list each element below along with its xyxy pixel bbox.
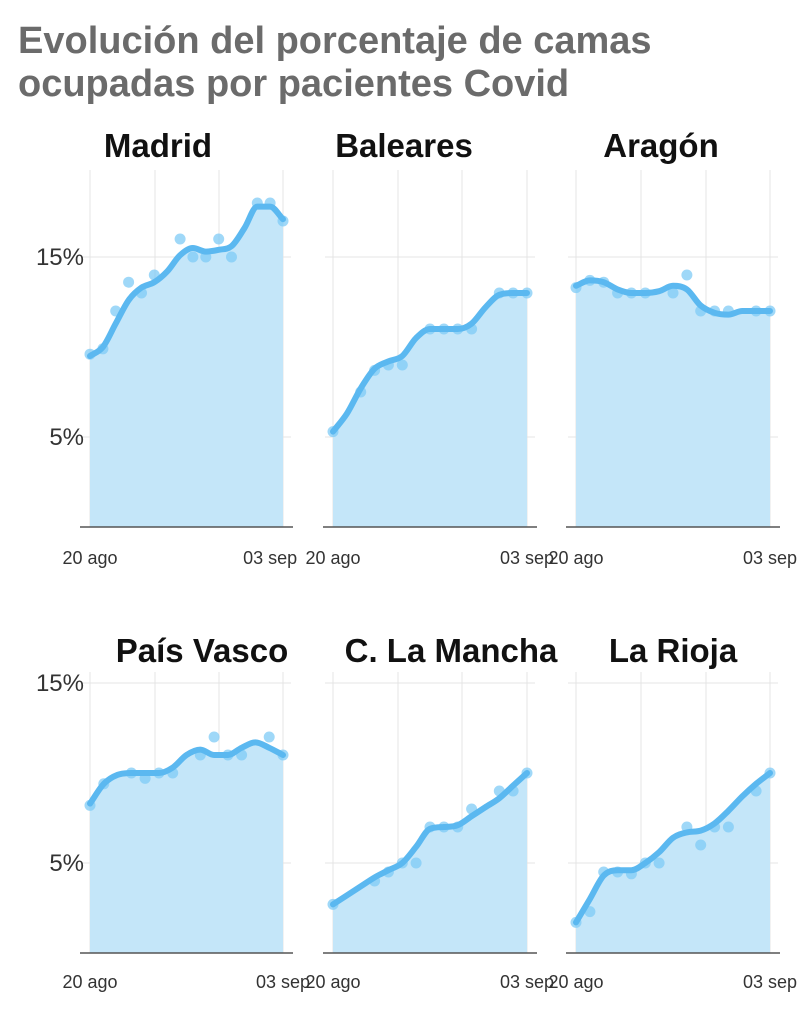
trend-line: [573, 277, 773, 318]
data-point: [410, 857, 422, 869]
chart-title-line-1: Evolución del porcentaje de camas: [18, 20, 652, 62]
x-tick-label: 03 sep: [743, 548, 797, 568]
panel-title: Madrid: [104, 127, 212, 164]
data-point: [667, 287, 679, 299]
x-tick-label: 20 ago: [548, 548, 603, 568]
panel-title: C. La Mancha: [345, 632, 558, 669]
y-tick-label: 15%: [36, 670, 84, 697]
x-tick-label: 20 ago: [305, 548, 360, 568]
y-tick-label: 5%: [49, 424, 84, 451]
data-point: [653, 857, 665, 869]
x-tick-label: 03 sep: [243, 548, 297, 568]
x-tick-label: 20 ago: [62, 548, 117, 568]
chart-title-line-2: ocupadas por pacientes Covid: [18, 63, 570, 105]
area-fill: [333, 293, 527, 527]
panel-la-rioja: La Rioja 20 ago 03 sep: [548, 632, 797, 992]
panel-madrid: Madrid 5% 15% 20 ago 03 sep: [36, 127, 297, 568]
data-point: [695, 839, 707, 851]
area-fill: [90, 742, 283, 953]
panel-title: Baleares: [335, 127, 473, 164]
trend-line: [87, 739, 286, 807]
data-point: [213, 233, 225, 245]
data-point: [208, 731, 220, 743]
x-tick-label: 03 sep: [500, 972, 554, 992]
x-tick-label: 03 sep: [500, 548, 554, 568]
trend-line: [87, 203, 286, 359]
panel-c-la-mancha: C. La Mancha 20 ago 03 sep: [305, 632, 558, 992]
chart-title: Evolución del porcentaje de camas ocupad…: [18, 20, 788, 106]
x-tick-label: 03 sep: [256, 972, 310, 992]
x-tick-label: 20 ago: [548, 972, 603, 992]
data-point: [226, 251, 237, 263]
panel-title: Aragón: [603, 127, 719, 164]
area-fill: [333, 773, 527, 953]
data-point: [263, 731, 275, 743]
trend-line: [330, 770, 530, 908]
data-point: [174, 233, 186, 245]
x-tick-label: 20 ago: [62, 972, 117, 992]
panel-title: País Vasco: [116, 632, 288, 669]
panel-aragon: Aragón 20 ago 03 sep: [548, 127, 797, 568]
panel-title: La Rioja: [609, 632, 738, 669]
trend-line: [573, 770, 773, 926]
data-point: [187, 251, 199, 263]
area-fill: [90, 206, 283, 527]
data-point: [722, 821, 734, 833]
data-point: [681, 269, 693, 281]
x-tick-label: 20 ago: [305, 972, 360, 992]
y-tick-label: 5%: [49, 850, 84, 877]
y-tick-label: 15%: [36, 244, 84, 271]
area-fill: [576, 280, 770, 527]
data-point: [123, 276, 135, 288]
panel-pais-vasco: País Vasco 5% 15% 20 ago 03 sep: [36, 632, 310, 992]
trend-line: [330, 290, 530, 435]
panel-baleares: Baleares 20 ago 03 sep: [305, 127, 554, 568]
x-tick-label: 03 sep: [743, 972, 797, 992]
data-point: [396, 359, 408, 371]
